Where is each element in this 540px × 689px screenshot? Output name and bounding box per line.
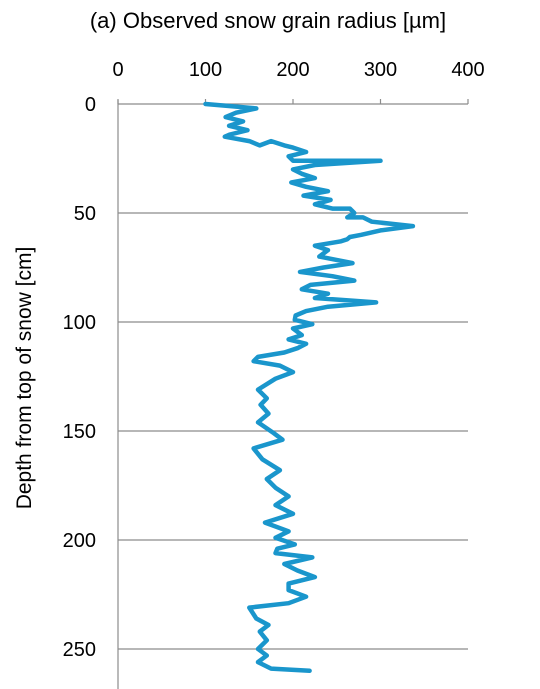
y-tick-label-1: 50 [74, 203, 96, 225]
y-tick-label-2: 100 [63, 312, 96, 334]
chart-title: (a) Observed snow grain radius [µm] [90, 8, 446, 33]
y-tick-label-3: 150 [63, 421, 96, 443]
series-line [203, 101, 416, 674]
y-tick-label-5: 250 [63, 639, 96, 661]
x-tick-label-4: 400 [451, 59, 484, 81]
gridlines [118, 103, 468, 650]
y-axis-label: Depth from top of snow [cm] [13, 247, 36, 510]
x-tick-label-0: 0 [112, 59, 123, 81]
x-tick-labels: 0 100 200 300 400 [112, 59, 484, 81]
x-tick-label-2: 200 [276, 59, 309, 81]
y-tick-label-0: 0 [85, 94, 96, 116]
y-tick-label-4: 200 [63, 530, 96, 552]
x-tick-label-1: 100 [189, 59, 222, 81]
y-tick-labels: 0 50 100 150 200 250 [63, 94, 96, 661]
x-tick-label-3: 300 [364, 59, 397, 81]
